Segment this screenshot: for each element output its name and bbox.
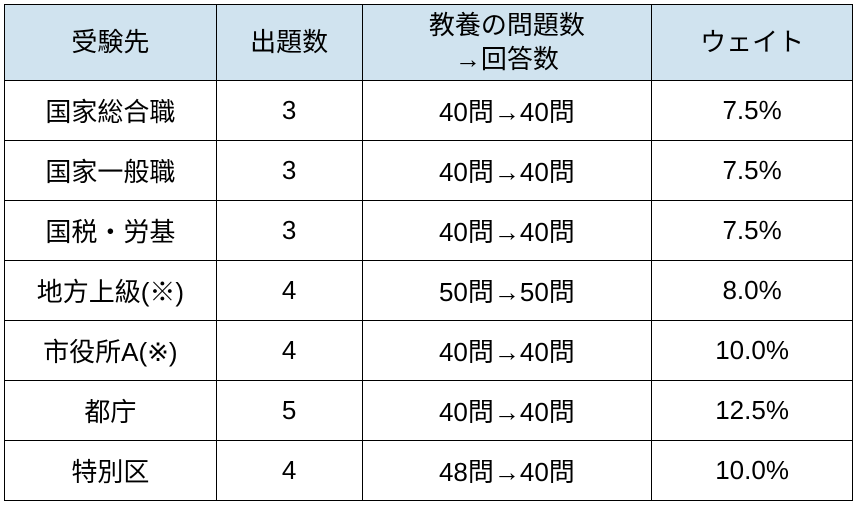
cell-question-count: 4 xyxy=(216,441,362,501)
cell-weight: 8.0% xyxy=(652,261,853,321)
cell-question-count: 3 xyxy=(216,201,362,261)
table-row: 国税・労基 3 40問→40問 7.5% xyxy=(5,201,853,261)
table-row: 特別区 4 48問→40問 10.0% xyxy=(5,441,853,501)
cell-destination: 都庁 xyxy=(5,381,217,441)
cell-general-questions: 40問→40問 xyxy=(362,81,652,141)
header-destination: 受験先 xyxy=(5,5,217,81)
cell-general-questions: 40問→40問 xyxy=(362,381,652,441)
cell-general-questions: 40問→40問 xyxy=(362,141,652,201)
cell-weight: 10.0% xyxy=(652,441,853,501)
cell-question-count: 3 xyxy=(216,81,362,141)
table-row: 市役所A(※) 4 40問→40問 10.0% xyxy=(5,321,853,381)
cell-destination: 地方上級(※) xyxy=(5,261,217,321)
cell-question-count: 4 xyxy=(216,321,362,381)
cell-question-count: 3 xyxy=(216,141,362,201)
header-general-questions: 教養の問題数→回答数 xyxy=(362,5,652,81)
cell-weight: 12.5% xyxy=(652,381,853,441)
cell-weight: 7.5% xyxy=(652,81,853,141)
header-question-count: 出題数 xyxy=(216,5,362,81)
table-row: 国家総合職 3 40問→40問 7.5% xyxy=(5,81,853,141)
table-row: 都庁 5 40問→40問 12.5% xyxy=(5,381,853,441)
cell-question-count: 4 xyxy=(216,261,362,321)
table-row: 国家一般職 3 40問→40問 7.5% xyxy=(5,141,853,201)
cell-weight: 7.5% xyxy=(652,141,853,201)
cell-weight: 7.5% xyxy=(652,201,853,261)
exam-table: 受験先 出題数 教養の問題数→回答数 ウェイト 国家総合職 3 40問→40問 … xyxy=(4,4,853,501)
cell-general-questions: 40問→40問 xyxy=(362,321,652,381)
cell-destination: 特別区 xyxy=(5,441,217,501)
cell-weight: 10.0% xyxy=(652,321,853,381)
cell-destination: 市役所A(※) xyxy=(5,321,217,381)
cell-general-questions: 40問→40問 xyxy=(362,201,652,261)
table-header-row: 受験先 出題数 教養の問題数→回答数 ウェイト xyxy=(5,5,853,81)
cell-question-count: 5 xyxy=(216,381,362,441)
cell-destination: 国家総合職 xyxy=(5,81,217,141)
header-weight: ウェイト xyxy=(652,5,853,81)
cell-destination: 国税・労基 xyxy=(5,201,217,261)
cell-destination: 国家一般職 xyxy=(5,141,217,201)
table-row: 地方上級(※) 4 50問→50問 8.0% xyxy=(5,261,853,321)
cell-general-questions: 50問→50問 xyxy=(362,261,652,321)
cell-general-questions: 48問→40問 xyxy=(362,441,652,501)
